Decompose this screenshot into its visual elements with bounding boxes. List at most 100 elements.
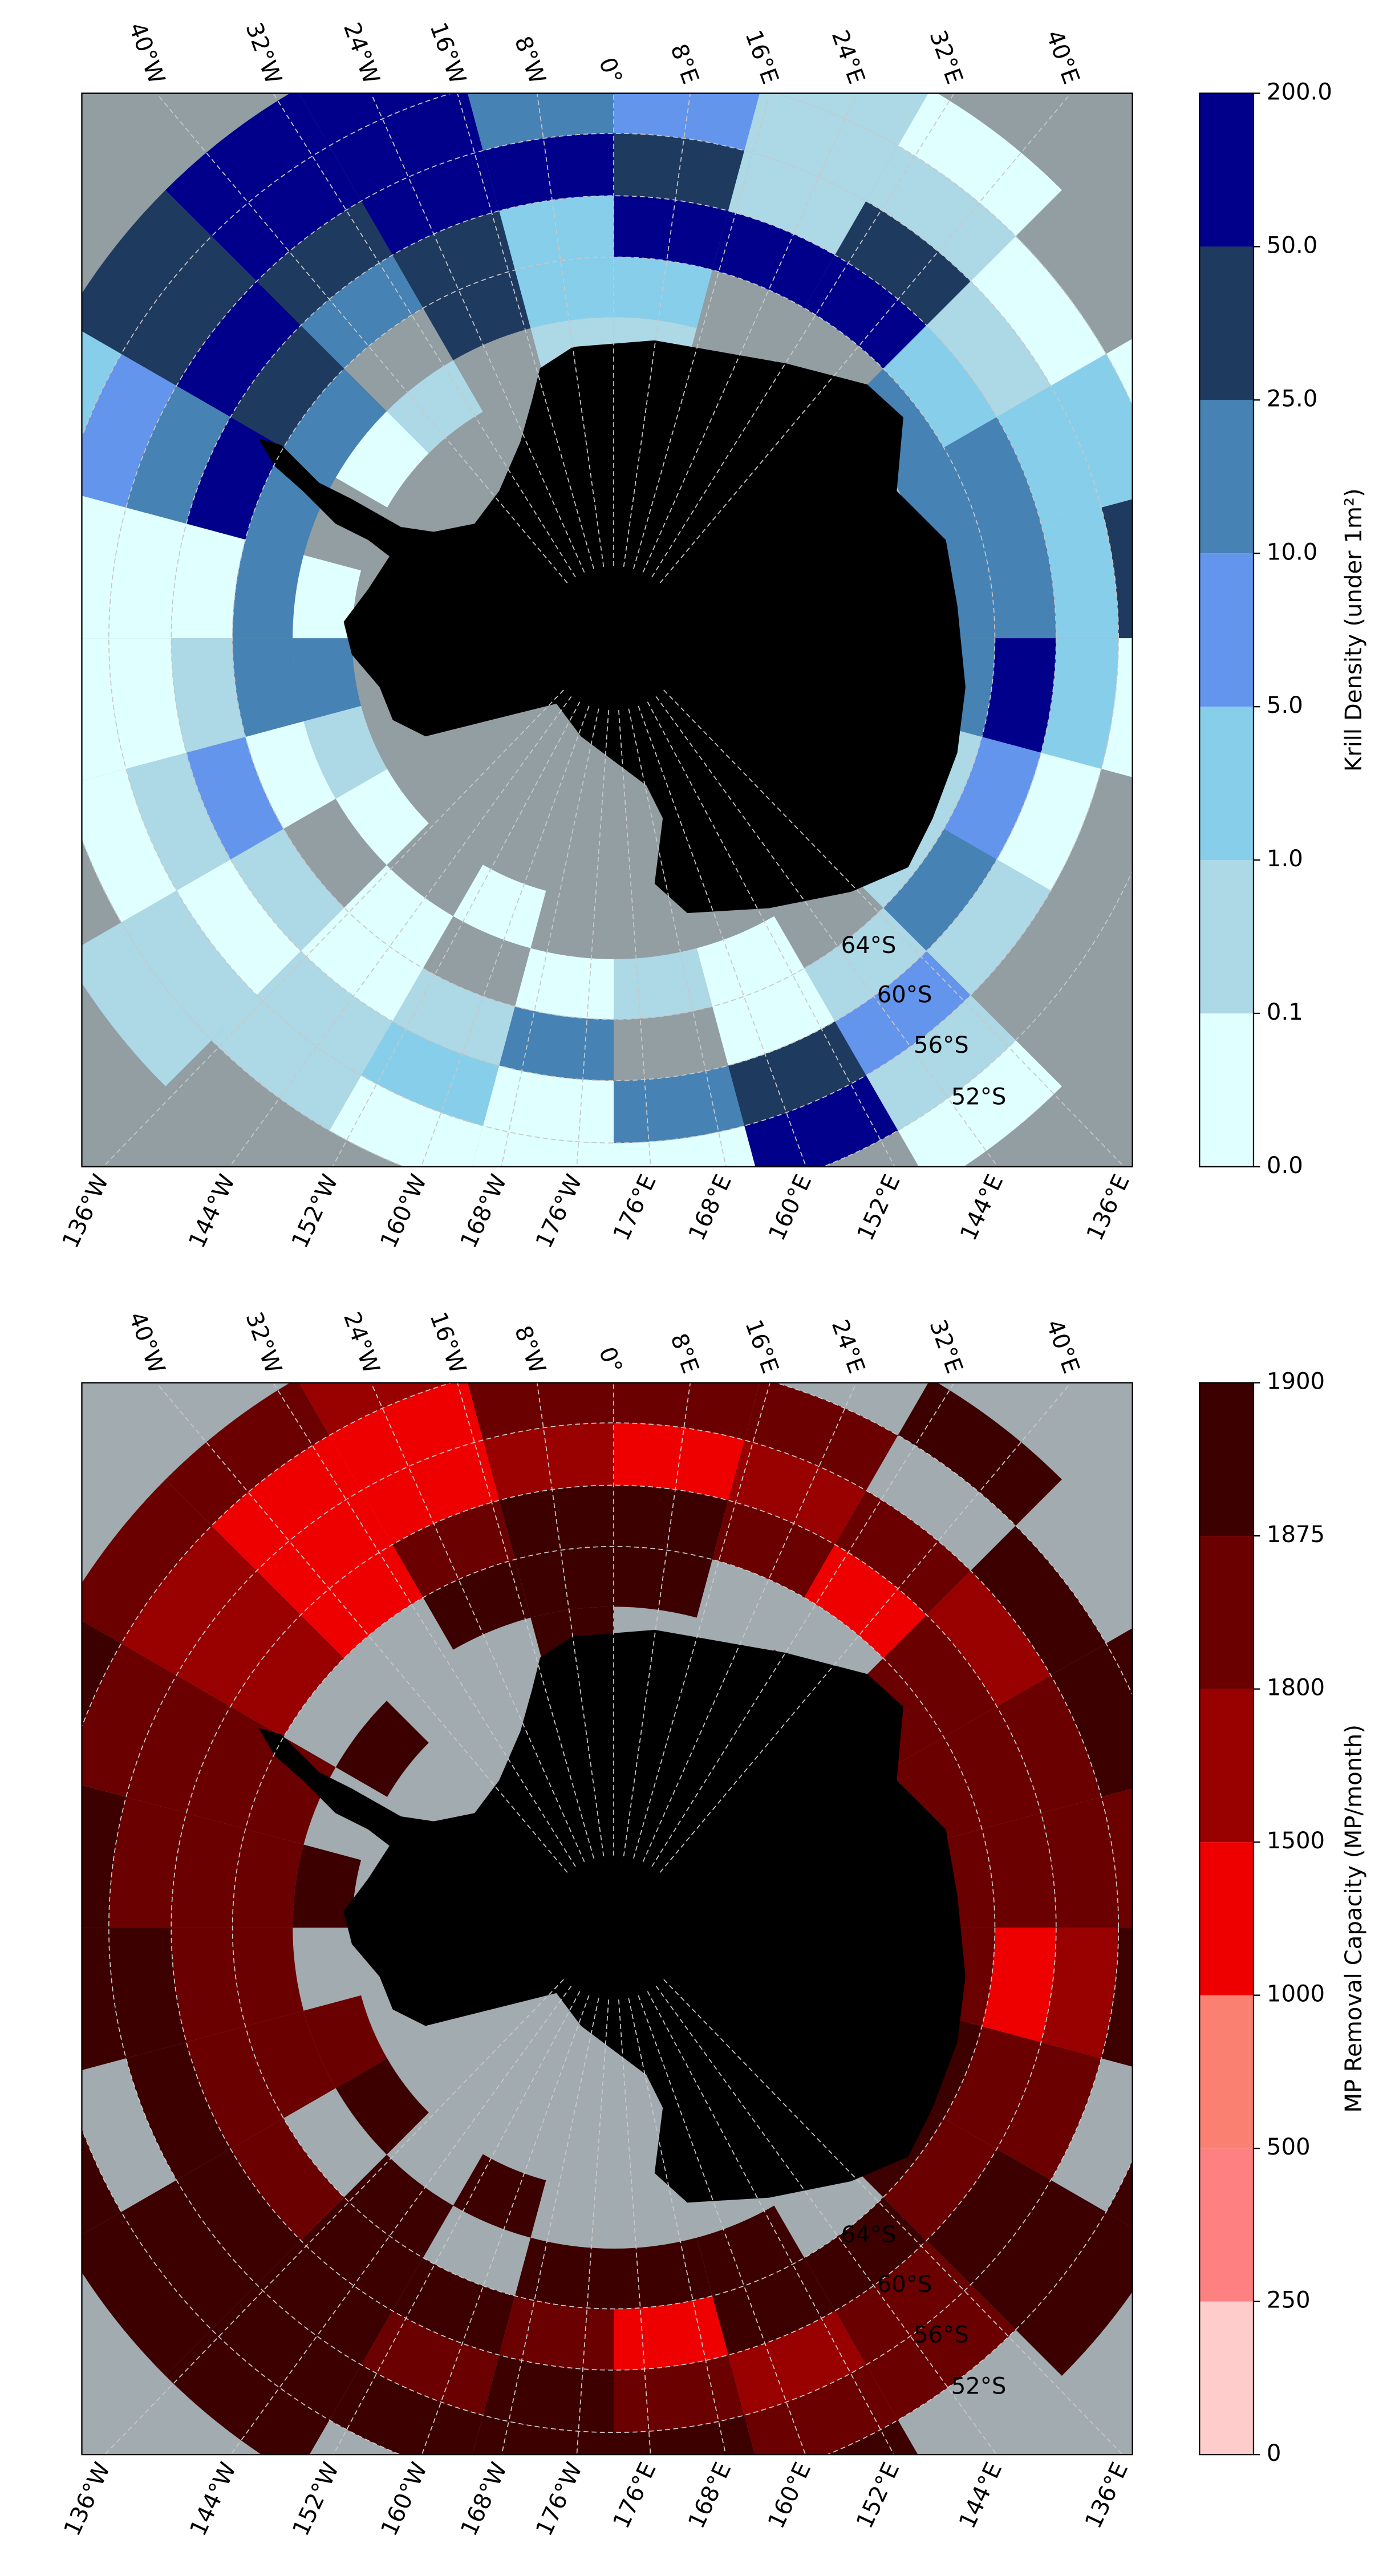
grid-cell	[212, 995, 362, 1131]
grid-cell	[1041, 1928, 1119, 2059]
longitude-label: 32°W	[240, 19, 286, 88]
grid-cell	[344, 2155, 453, 2258]
parallel-grid-line	[108, 1422, 1120, 2433]
longitude-label: 144°E	[955, 1171, 1008, 1245]
grid-cell	[614, 1422, 745, 1500]
grid-cell	[329, 2364, 483, 2455]
parallel-grid-line	[171, 195, 1057, 1081]
meridian-grid-line	[647, 1991, 895, 2455]
longitude-label: 24°W	[338, 1309, 384, 1377]
meridian-grid-line	[501, 1998, 599, 2455]
meridian-grid-line	[421, 1995, 590, 2455]
grid-cell	[82, 922, 212, 1086]
grid-cell	[82, 2212, 212, 2376]
grid-cell	[108, 638, 186, 769]
latitude-label: 56°S	[914, 2322, 969, 2348]
colorbar-band	[1199, 1536, 1254, 1689]
map-panel	[0, 93, 1133, 1167]
longitude-label: 24°W	[338, 19, 384, 88]
grid-cell	[804, 2197, 927, 2311]
grid-cell	[970, 2180, 1106, 2330]
grid-cell	[898, 1040, 1062, 1167]
colorbar-tick-label: 1000	[1267, 1981, 1325, 2007]
grid-cell	[245, 2010, 336, 2119]
grid-cell	[614, 948, 713, 1020]
grid-cell	[891, 1737, 982, 1845]
meridian-grid-line	[576, 1999, 610, 2455]
latitude-label: 56°S	[914, 1032, 969, 1058]
colorbar-band	[1199, 707, 1254, 861]
longitude-label: 136°W	[58, 1171, 114, 1252]
grid-cell	[82, 1479, 212, 1644]
meridian-grid-line	[332, 1991, 581, 2455]
grid-cell	[926, 281, 1051, 417]
grid-cell	[82, 354, 177, 508]
meridian-grid-line	[230, 1985, 572, 2455]
grid-cell	[283, 368, 387, 478]
longitude-label: 8°W	[509, 1323, 550, 1377]
grid-cell	[1101, 1788, 1133, 1928]
grid-cell	[423, 1559, 531, 1650]
grid-cell	[171, 524, 246, 639]
longitude-label: 8°E	[665, 40, 704, 87]
meridian-grid-line	[272, 93, 576, 578]
grid-cell	[499, 2295, 614, 2370]
grid-cell	[212, 145, 362, 282]
grid-cell	[361, 151, 500, 255]
longitude-label: 152°W	[287, 1171, 343, 1252]
grid-cell	[926, 859, 1051, 995]
colorbar-tick-label: 1800	[1267, 1675, 1325, 1701]
meridian-grid-line	[655, 696, 999, 1167]
grid-cell	[257, 201, 393, 326]
grid-cell	[126, 752, 231, 891]
meridian-grid-line	[536, 1382, 605, 1857]
colorbar-tick-label: 10.0	[1267, 539, 1317, 565]
longitude-label: 24°E	[826, 1316, 870, 1377]
longitude-label: 40°W	[124, 19, 170, 88]
colorbar-band	[1199, 246, 1254, 400]
grid-cell	[121, 236, 257, 386]
grid-cell	[0, 474, 64, 638]
colorbar-band	[1199, 93, 1254, 247]
grid-cell	[165, 1382, 330, 1526]
meridian-grid-line	[663, 689, 1125, 1167]
meridian-grid-line	[156, 93, 568, 583]
longitude-label: 160°E	[763, 2459, 816, 2533]
colorbar-tick-label: 25.0	[1267, 386, 1317, 412]
grid-cell	[744, 1075, 898, 1167]
colorbar-band	[1199, 553, 1254, 707]
meridian-grid-line	[642, 93, 857, 573]
grid-cell	[943, 737, 1041, 859]
meridian-grid-line	[663, 1979, 1124, 2455]
colorbar-tick-label: 1.0	[1267, 846, 1303, 872]
meridian-grid-line	[618, 710, 651, 1167]
grid-cell	[696, 916, 805, 1007]
meridian-grid-line	[102, 689, 564, 1167]
grid-cell	[186, 2026, 284, 2149]
latitude-label: 52°S	[951, 1084, 1007, 1110]
grid-cell	[898, 93, 1062, 237]
colorbar-frame	[1199, 1382, 1255, 2456]
grid-cell	[301, 2197, 423, 2311]
longitude-label: 8°W	[509, 33, 550, 88]
parallel-grid-line	[232, 1545, 996, 2310]
grid-cell	[515, 257, 614, 328]
parallel-grid-line	[171, 1484, 1057, 2371]
colorbar-band	[1199, 1689, 1254, 1843]
meridian-grid-line	[623, 93, 691, 567]
grid-cell	[329, 1382, 483, 1491]
grid-cell	[1041, 507, 1119, 639]
grid-cell	[230, 829, 344, 951]
colorbar-label: MP Removal Capacity (MP/month)	[1341, 1725, 1367, 2113]
grid-cell	[329, 93, 483, 201]
grid-cell	[1106, 338, 1133, 406]
grid-cell	[614, 133, 745, 211]
longitude-label: 40°E	[1041, 27, 1084, 87]
grid-cell	[126, 2042, 231, 2180]
meridian-grid-line	[457, 1382, 595, 1859]
meridian-grid-line	[229, 696, 572, 1167]
longitude-label: 152°E	[853, 1171, 906, 1245]
longitude-label: 168°E	[684, 1171, 737, 1245]
grid-cell	[303, 1995, 387, 2088]
